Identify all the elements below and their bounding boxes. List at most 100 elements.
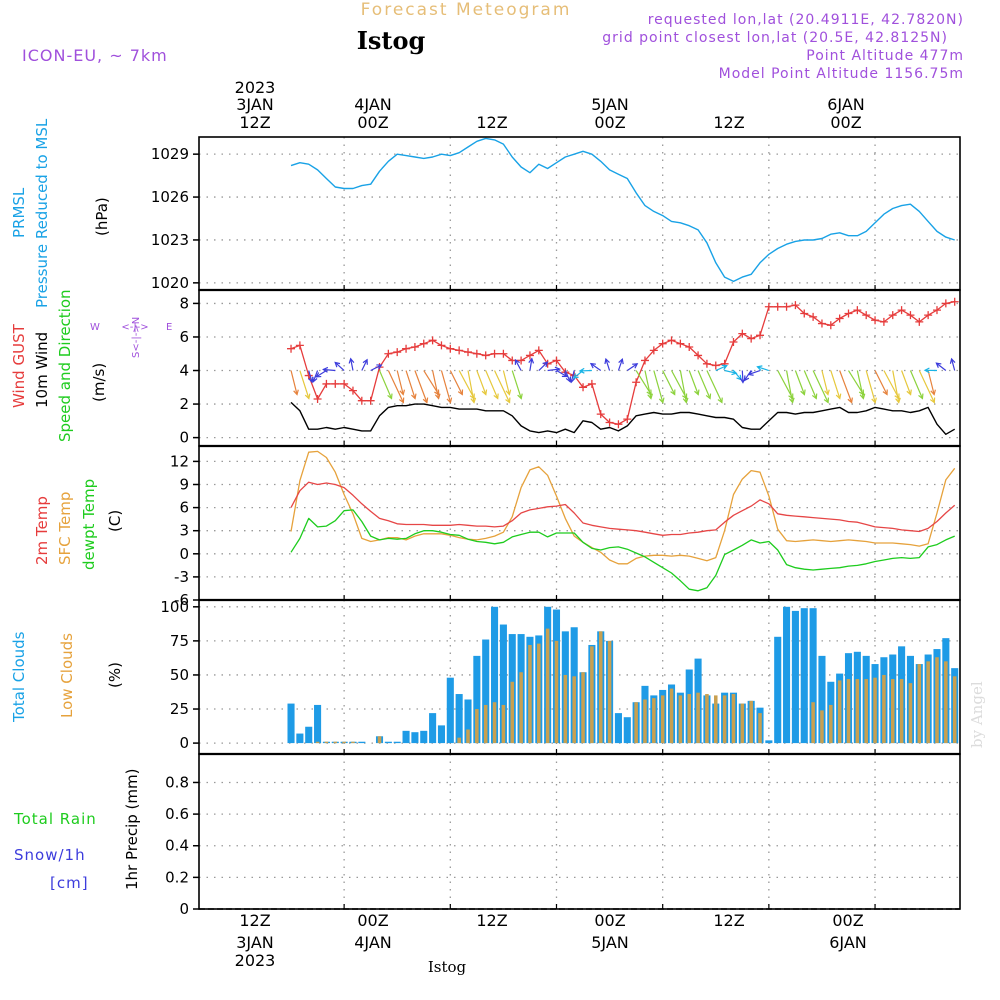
low-cloud-bar xyxy=(572,676,576,744)
wind-arrow-shaft xyxy=(635,370,652,395)
wind-arrow-shaft xyxy=(936,362,947,371)
low-cloud-bar xyxy=(333,741,338,744)
top-tick-12z-2: 12Z xyxy=(476,113,507,132)
total-cloud-bar xyxy=(287,703,295,744)
wind-arrow-head xyxy=(632,363,639,369)
requested-coords: requested lon,lat (20.4911E, 42.7820N) xyxy=(648,12,964,28)
total-cloud-bar xyxy=(384,741,392,744)
panel-border-1 xyxy=(198,136,961,291)
low-cloud-bar xyxy=(315,741,320,744)
wind-arrow-head xyxy=(604,357,610,365)
wind-arrow-head xyxy=(362,358,368,365)
gust-marker xyxy=(552,356,561,365)
gust-marker xyxy=(756,331,765,340)
wind-arrow-head xyxy=(493,393,499,400)
wind-arrow-shaft xyxy=(299,370,310,399)
wind-arrow-head xyxy=(859,393,866,400)
gust-marker xyxy=(897,306,906,315)
wind-arrow-head xyxy=(788,397,795,404)
wind-arrow-head xyxy=(422,397,429,404)
low-cloud-bar xyxy=(519,672,523,744)
wind-arrow-shaft xyxy=(679,370,687,403)
model-altitude: Model Point Altitude 1156.75m xyxy=(719,66,964,82)
wind-arrow-shaft xyxy=(748,369,761,375)
wind-arrow-shaft xyxy=(476,370,487,395)
wind-arrow-head xyxy=(469,393,475,400)
gust-marker xyxy=(702,359,711,368)
gust-marker xyxy=(924,311,933,320)
bottom-tick-12z-1: 12Z xyxy=(239,911,270,930)
total-cloud-bar xyxy=(800,608,808,744)
wind-arrow-shaft xyxy=(387,370,404,403)
sfc-temp-line xyxy=(290,450,956,565)
total-cloud-bar xyxy=(765,740,773,744)
wind-arrow-shaft xyxy=(617,358,623,371)
low-cloud-bar xyxy=(873,677,877,744)
wind-arrow-shaft xyxy=(350,358,354,371)
wind-arrow-head xyxy=(800,389,806,396)
total-cloud-bar xyxy=(358,741,366,744)
low-cloud-bar xyxy=(492,702,497,744)
wind-direction-arrows xyxy=(290,357,956,404)
wind-arrow-head xyxy=(824,389,830,396)
top-tick-00z-2: 00Z xyxy=(594,113,625,132)
low-cloud-bar xyxy=(899,679,904,744)
gust-marker xyxy=(287,344,296,353)
low-cloud-bar xyxy=(740,703,745,744)
total-cloud-bar xyxy=(429,713,437,744)
wind-arrow-head xyxy=(682,397,689,404)
low-cloud-bar xyxy=(829,704,833,744)
gust-marker xyxy=(694,351,703,360)
gust-marker xyxy=(428,336,437,345)
gust-marker xyxy=(384,349,393,358)
ytick-label-p4-5: 100 xyxy=(160,598,189,616)
wind-arrow-head xyxy=(315,372,322,378)
wind-arrow-shaft xyxy=(423,370,440,395)
wind-arrow-head xyxy=(906,389,912,396)
sfctemp-label: SFC Temp xyxy=(56,492,74,565)
wind-arrow-head xyxy=(505,389,512,396)
pct-label: (%) xyxy=(106,662,124,688)
low-cloud-bar xyxy=(705,694,709,744)
low-cloud-bar xyxy=(598,631,603,744)
gust-marker xyxy=(915,317,924,326)
top-year-label: 2023 xyxy=(235,78,276,97)
wind-arrow-shaft xyxy=(626,363,638,372)
wind-arrow-head xyxy=(847,397,853,404)
wind-arrow-head xyxy=(705,393,712,400)
total-cloud-bar xyxy=(783,606,791,744)
total-cloud-bar xyxy=(446,677,454,744)
totalclouds-label: Total Clouds xyxy=(10,631,28,723)
low-cloud-bar xyxy=(581,672,585,744)
wind-arrow-head xyxy=(682,393,688,400)
wind-arrow-shaft xyxy=(308,370,313,383)
gust-marker xyxy=(446,344,455,353)
low-cloud-bar xyxy=(475,709,479,744)
wind-arrow-shaft xyxy=(361,359,368,371)
wind-arrow-shaft xyxy=(312,370,319,382)
wind-arrow-shaft xyxy=(697,370,711,399)
gust-marker xyxy=(676,339,685,348)
wind-arrow-shaft xyxy=(812,370,829,403)
wind-arrow-head xyxy=(871,397,877,404)
wind-arrow-shaft xyxy=(538,361,548,371)
point-altitude: Point Altitude 477m xyxy=(806,48,964,64)
wind-arrow-shaft xyxy=(290,370,298,395)
gust-marker xyxy=(809,312,818,321)
wind-arrow-shaft xyxy=(644,370,652,399)
low-cloud-bar xyxy=(687,694,691,744)
wind-arrow-shaft xyxy=(803,370,817,399)
gust-marker xyxy=(817,319,826,328)
total-cloud-bar xyxy=(482,639,490,744)
wind-arrow-head xyxy=(618,357,624,365)
ytick-label-p1-3: 1026 xyxy=(151,188,189,206)
top-day1-label: 3JAN xyxy=(236,95,274,114)
wind-arrow-shaft xyxy=(777,370,794,399)
wind-arrow-head xyxy=(823,397,830,404)
total-cloud-bar xyxy=(491,606,499,744)
ytick-label-p5-4: 0.6 xyxy=(165,805,189,823)
ytick-label-p3-5: 6 xyxy=(179,499,189,517)
compass-e: E xyxy=(166,322,172,333)
wind-arrow-shaft xyxy=(511,370,522,399)
wind-arrow-head xyxy=(434,393,441,400)
